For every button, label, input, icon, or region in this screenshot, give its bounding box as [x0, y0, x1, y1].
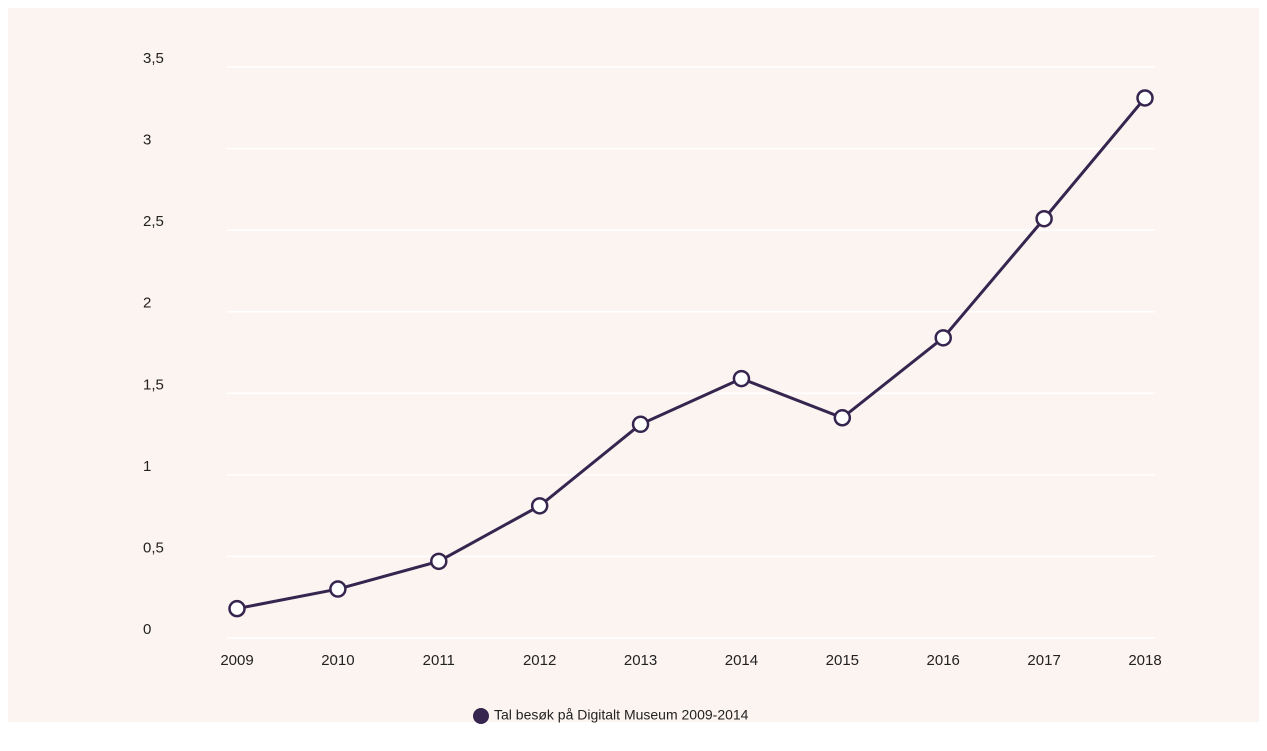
line: [236, 97, 1147, 611]
point: [1035, 209, 1053, 228]
legend-marker: [473, 708, 489, 724]
point: [732, 369, 751, 388]
x-tick-label: 2012: [523, 652, 556, 669]
x-tick-label: 2017: [1027, 652, 1060, 669]
x-tick-label: 2013: [624, 652, 657, 669]
point: [934, 329, 952, 347]
x-tick-label: 2009: [220, 652, 253, 669]
y-tick-label: 0: [143, 621, 151, 638]
point: [430, 552, 448, 571]
y-tick-label: 1,5: [143, 376, 164, 393]
y-tick-label: 3: [143, 132, 151, 149]
point: [1136, 89, 1154, 107]
point: [329, 580, 347, 598]
x-tick-label: 2014: [725, 652, 758, 669]
y-tick-label: 2: [143, 295, 151, 312]
y-tick-label: 3,5: [143, 50, 164, 67]
y-tick-label: 1: [143, 458, 151, 475]
point: [631, 415, 650, 434]
point: [530, 497, 549, 515]
point: [833, 409, 852, 427]
y-tick-label: 2,5: [143, 213, 164, 230]
x-tick-label: 2016: [927, 652, 960, 669]
x-tick-label: 2010: [321, 652, 354, 669]
legend-label: Tal besøk på Digitalt Museum 2009-2014: [494, 707, 749, 723]
x-tick-label: 2015: [826, 652, 859, 669]
x-tick-label: 2011: [423, 652, 455, 669]
y-tick-label: 0,5: [143, 539, 164, 556]
chart-background: [8, 8, 1259, 722]
point: [228, 599, 246, 618]
x-tick-label: 2018: [1128, 652, 1161, 669]
